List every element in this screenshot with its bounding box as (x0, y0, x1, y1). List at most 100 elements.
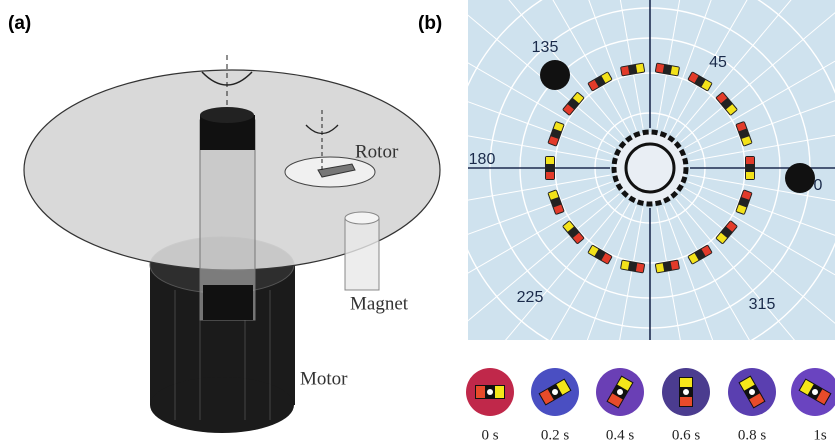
rotor-snapshot (587, 71, 613, 91)
rotor-red (746, 157, 754, 164)
dial-angle: 45 (709, 54, 727, 71)
frame-pin (487, 389, 493, 395)
rotor-yellow (741, 136, 752, 146)
motor-label: Motor (300, 368, 348, 389)
dial-spoke (663, 0, 712, 131)
rotor-label: Rotor (355, 141, 399, 162)
dial-angle: 225 (517, 289, 544, 306)
rotor-yellow (548, 190, 559, 200)
frame-rotor-red (749, 393, 765, 408)
frame-time: 0.2 s (541, 427, 570, 443)
rotor-yellow (655, 263, 665, 273)
rotor-snapshot (735, 121, 753, 147)
rotor-yellow (726, 104, 737, 115)
rotor-snapshot (745, 156, 755, 180)
rotor (317, 163, 356, 178)
rotor-red (655, 63, 665, 73)
rotor-snapshot (654, 259, 680, 274)
rotor-yellow (746, 172, 754, 179)
rotor-yellow (553, 122, 564, 132)
rotor-snapshot (735, 189, 753, 215)
dial-spoke (468, 174, 611, 201)
dial-spoke (505, 198, 625, 340)
rotor-snapshot (562, 92, 585, 116)
rotor-yellow (588, 245, 599, 257)
frame-rotor (738, 375, 766, 409)
magnet-right-view (785, 163, 815, 193)
rotor-snapshot (545, 156, 555, 180)
frame-time: 0.8 s (738, 427, 767, 443)
frame-time: 0 s (481, 427, 498, 443)
dial-spoke (675, 198, 795, 340)
rotor-snapshot (715, 220, 738, 244)
rotor-snapshot (620, 62, 646, 77)
rotor-red (670, 260, 679, 270)
frame-rotor-yellow (799, 379, 814, 395)
rotor-red (572, 232, 584, 244)
dial-spoke (550, 202, 631, 340)
shaft-cap (200, 107, 254, 123)
shaft-bottom (203, 285, 253, 320)
frame-rotor-red (476, 386, 485, 398)
panel-label: (a) (8, 13, 31, 34)
dial-spoke (684, 60, 835, 149)
rotor-yellow (563, 221, 574, 232)
rotor-snapshot (687, 71, 713, 91)
rotor-red (736, 122, 747, 132)
dial-spoke (552, 0, 631, 134)
panel-b: (b) 135 45 180 0 225 315 0 s 0.2 s 0.4 s 0.6 s 0.8 … (418, 0, 835, 443)
dial-spoke (508, 0, 625, 138)
center-ring-inner (624, 142, 676, 194)
dial-spoke (675, 0, 792, 138)
dial-angle: 135 (532, 39, 559, 56)
rotor-yellow (546, 157, 554, 164)
rotor-yellow (621, 260, 630, 270)
dial-spoke (588, 0, 637, 131)
frame-rotor-yellow (680, 378, 692, 387)
rotor-yellow (716, 232, 728, 244)
rotor-red (701, 245, 712, 257)
magnet (344, 217, 380, 291)
frame-pin (683, 389, 689, 395)
rotor-yellow (601, 72, 612, 83)
rotation-arrow (201, 71, 253, 86)
rotor-yellow (670, 66, 679, 76)
rotor-snapshot (547, 121, 565, 147)
frame-pin (812, 389, 818, 395)
dial-spoke (619, 0, 644, 129)
rotor-red (601, 253, 612, 264)
frame-rotor (538, 378, 572, 406)
dial-angle: 0 (814, 177, 823, 194)
frame-time: 1s (813, 427, 827, 443)
panel-a: (a) Rotor Magnet Motor (8, 13, 441, 433)
dial-spoke (669, 202, 750, 340)
frame-rotor (606, 375, 634, 409)
dial-spoke (669, 0, 748, 134)
rotor-red (688, 72, 699, 83)
frame-rotor-yellow (739, 376, 755, 391)
dial-spoke (687, 181, 835, 236)
rotor-yellow (701, 79, 712, 91)
dial-angle: 315 (749, 296, 776, 313)
frame-pin (617, 389, 623, 395)
rotor-snapshot (547, 189, 565, 215)
dial-spoke (619, 207, 644, 340)
dial-spoke (689, 134, 835, 162)
frame-rotor (679, 377, 693, 407)
rotor-snapshot (562, 220, 585, 244)
motor-bottom (150, 377, 294, 433)
dial-spoke (468, 193, 620, 322)
magnet-top (344, 211, 380, 225)
photo (468, 0, 835, 340)
dial-spoke (586, 205, 637, 340)
rotor-red (546, 172, 554, 179)
rotor-snapshot (687, 245, 713, 265)
frame-rotor-red (816, 389, 831, 405)
rotor-red (635, 263, 645, 273)
dial-spoke (663, 205, 714, 340)
magnet-label: Magnet (350, 293, 409, 314)
frame-rotor-red (539, 389, 554, 405)
frame-time: 0.6 s (672, 427, 701, 443)
frame-rotor-yellow (617, 376, 633, 391)
